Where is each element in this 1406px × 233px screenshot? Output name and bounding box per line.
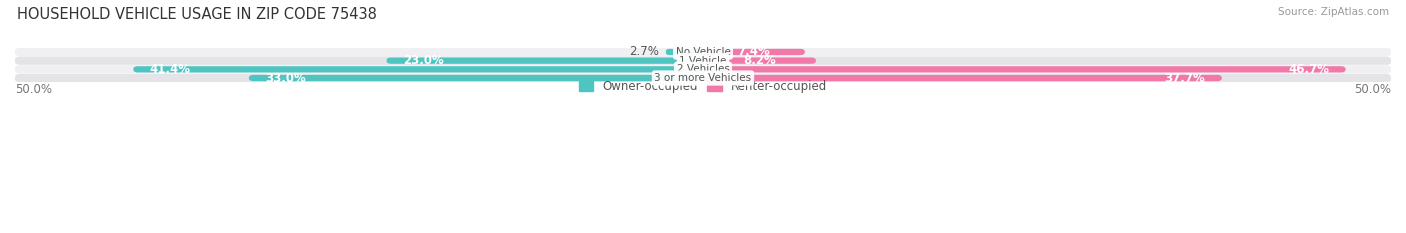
FancyBboxPatch shape — [15, 56, 1391, 65]
Text: 50.0%: 50.0% — [1354, 83, 1391, 96]
FancyBboxPatch shape — [15, 65, 1391, 74]
Legend: Owner-occupied, Renter-occupied: Owner-occupied, Renter-occupied — [574, 75, 832, 98]
FancyBboxPatch shape — [703, 75, 1222, 81]
FancyBboxPatch shape — [15, 74, 1391, 82]
Text: 50.0%: 50.0% — [15, 83, 52, 96]
Text: HOUSEHOLD VEHICLE USAGE IN ZIP CODE 75438: HOUSEHOLD VEHICLE USAGE IN ZIP CODE 7543… — [17, 7, 377, 22]
Text: 1 Vehicle: 1 Vehicle — [679, 56, 727, 66]
Text: 8.2%: 8.2% — [742, 54, 776, 67]
FancyBboxPatch shape — [703, 58, 815, 64]
Text: 41.4%: 41.4% — [150, 63, 191, 76]
Text: 46.7%: 46.7% — [1288, 63, 1329, 76]
Text: 2.7%: 2.7% — [628, 45, 659, 58]
Text: 3 or more Vehicles: 3 or more Vehicles — [654, 73, 752, 83]
Text: No Vehicle: No Vehicle — [675, 47, 731, 57]
Text: 33.0%: 33.0% — [266, 72, 307, 85]
Text: 37.7%: 37.7% — [1164, 72, 1205, 85]
Text: 2 Vehicles: 2 Vehicles — [676, 64, 730, 74]
Text: 23.0%: 23.0% — [404, 54, 444, 67]
FancyBboxPatch shape — [703, 49, 804, 55]
FancyBboxPatch shape — [387, 58, 703, 64]
Text: 7.4%: 7.4% — [738, 45, 770, 58]
Text: Source: ZipAtlas.com: Source: ZipAtlas.com — [1278, 7, 1389, 17]
FancyBboxPatch shape — [703, 66, 1346, 72]
FancyBboxPatch shape — [666, 49, 703, 55]
FancyBboxPatch shape — [134, 66, 703, 72]
FancyBboxPatch shape — [249, 75, 703, 81]
FancyBboxPatch shape — [15, 48, 1391, 56]
